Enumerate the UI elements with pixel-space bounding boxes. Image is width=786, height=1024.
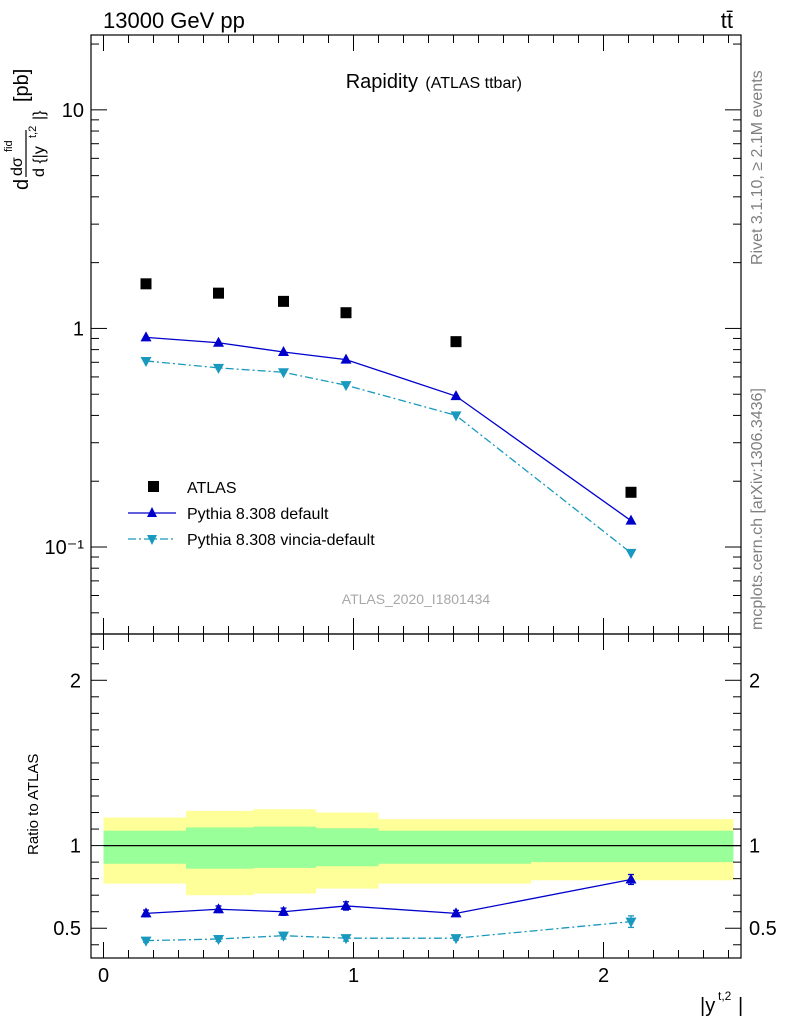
svg-text:t,2: t,2 — [718, 989, 732, 1003]
atlas-point — [140, 278, 152, 290]
ratio-x-tick-label: 1 — [348, 965, 359, 987]
svg-text:fid: fid — [3, 140, 15, 152]
watermark: ATLAS_2020_I1801434 — [342, 591, 491, 607]
legend-label-default: Pythia 8.308 default — [187, 506, 329, 523]
main-y-tick-label: 10⁻¹ — [45, 537, 85, 559]
pythia-default-point — [140, 331, 152, 342]
main-subtitle: (ATLAS ttbar) — [425, 75, 522, 92]
ratio-frame — [90, 633, 742, 959]
ratio-vincia-point — [625, 917, 637, 928]
pythia-default-point — [340, 353, 352, 364]
uncertainty-band-green — [378, 830, 531, 864]
ratio-default-point — [213, 903, 224, 914]
svg-text:dσ: dσ — [9, 157, 26, 176]
ratio-line-vincia — [145, 920, 632, 942]
pythia-default-point — [278, 346, 289, 357]
atlas-point — [213, 287, 224, 299]
pythia-default-point — [625, 514, 637, 525]
svg-text:|}: |} — [31, 110, 48, 120]
ratio-y-tick-label: 1 — [70, 836, 81, 858]
legend-marker-vincia — [147, 535, 157, 545]
svg-text:d {|y: d {|y — [31, 146, 48, 177]
ratio-vincia-point — [278, 931, 289, 942]
pythia-vincia-point — [450, 411, 462, 422]
ratio-x-tick-label: 2 — [598, 965, 609, 987]
ratio-default-point — [625, 873, 637, 884]
pythia-vincia-point — [213, 363, 224, 374]
ratio-default-point — [140, 907, 152, 918]
uncertainty-band-green — [531, 830, 734, 863]
ratio-x-axis-label: |y t,2 | — [700, 989, 743, 1017]
ratio-default-point — [450, 907, 462, 918]
svg-text:d: d — [11, 179, 33, 190]
process-label: tt̄ — [721, 8, 733, 33]
main-y-axis-label: d dσ fid d {|y t,2 |} [pb] — [3, 69, 48, 190]
main-y-tick-label: 10 — [62, 100, 84, 122]
ratio-line-default — [145, 878, 632, 915]
ratio-y-tick-label-right: 1 — [749, 836, 760, 858]
legend-label-vincia: Pythia 8.308 vincia-default — [187, 532, 375, 549]
ratio-x-tick-label: 0 — [98, 965, 109, 987]
legend-label-atlas: ATLAS — [187, 480, 237, 497]
atlas-point — [625, 486, 637, 498]
rivet-label: Rivet 3.1.10, ≥ 2.1M events — [749, 70, 766, 265]
ratio-default-point — [340, 899, 352, 910]
ratio-y-tick-label-right: 2 — [749, 670, 760, 692]
source-label: mcplots.cern.ch [arXiv:1306.3436] — [749, 388, 766, 630]
legend: ATLAS Pythia 8.308 default Pythia 8.308 … — [128, 480, 375, 549]
ratio-vincia-point — [140, 936, 152, 947]
pythia-vincia-point — [625, 548, 637, 559]
main-y-tick-label: 1 — [73, 318, 84, 340]
ratio-y-axis-label: Ratio to ATLAS — [25, 754, 42, 855]
legend-marker-atlas — [148, 481, 159, 492]
pythia-vincia-point — [140, 356, 152, 367]
legend-marker-default — [147, 507, 157, 517]
series-line-default — [145, 336, 632, 522]
uncertainty-band-green — [103, 830, 186, 864]
svg-text:|: | — [738, 995, 743, 1017]
uncertainty-band-green — [253, 826, 316, 868]
pythia-default-point — [213, 336, 224, 347]
ratio-y-tick-label-right: 0.5 — [749, 918, 777, 940]
ratio-y-tick-label: 0.5 — [53, 918, 81, 940]
ratio-vincia-point — [450, 934, 462, 945]
atlas-point — [450, 336, 462, 348]
main-title: Rapidity — [346, 71, 418, 93]
energy-label: 13000 GeV pp — [103, 8, 245, 33]
pythia-vincia-point — [340, 381, 352, 392]
ratio-y-tick-label: 2 — [70, 670, 81, 692]
ratio-panel: Ratio to ATLAS 0.5 0.5 1 1 2 2 0 1 2 |y t,2 | — [25, 633, 777, 1017]
ratio-vincia-point — [213, 934, 224, 945]
ratio-vincia-point — [340, 934, 352, 945]
pythia-default-point — [450, 390, 462, 401]
pythia-vincia-point — [278, 368, 289, 379]
atlas-point — [340, 307, 352, 319]
svg-text:|y: |y — [700, 995, 715, 1017]
main-panel: Rapidity (ATLAS ttbar) ATLAS_2020_I18014… — [3, 34, 742, 635]
atlas-point — [278, 295, 289, 307]
svg-text:t,2: t,2 — [27, 126, 39, 138]
uncertainty-band-green — [316, 828, 379, 867]
uncertainty-band-green — [186, 827, 254, 869]
ratio-default-point — [278, 905, 289, 916]
svg-text:[pb]: [pb] — [11, 69, 33, 102]
series-line-vincia — [145, 360, 632, 554]
